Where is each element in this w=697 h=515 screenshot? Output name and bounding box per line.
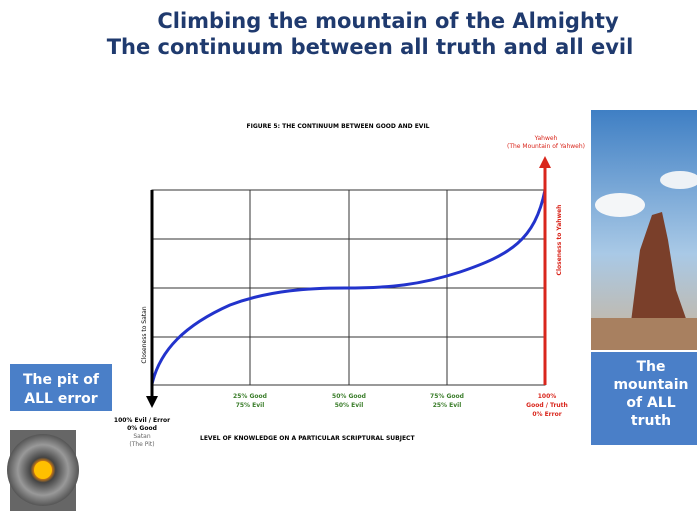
mountain-box-text: of ALL [626, 395, 675, 411]
top-label: Yahweh [534, 135, 558, 142]
right-end-label: 100% [538, 393, 557, 400]
figure-title: FIGURE 5: THE CONTINUUM BETWEEN GOOD AND… [247, 123, 430, 130]
x-axis-label: LEVEL OF KNOWLEDGE ON A PARTICULAR SCRIP… [200, 435, 415, 442]
step-label: 75% Good [430, 393, 464, 400]
pit-box-text: ALL error [24, 391, 97, 407]
left-end-label: 0% Good [127, 425, 157, 432]
left-axis-label: Closeness to Satan [141, 306, 148, 363]
pit-box-text: The pit of [23, 372, 100, 388]
left-end-label: 100% Evil / Error [114, 417, 170, 424]
top-label: (The Mountain of Yahweh) [507, 143, 585, 150]
slide: Climbing the mountain of the Almighty Th… [0, 0, 697, 511]
mountain-box-text: mountain [613, 377, 688, 393]
step-label: 50% Good [332, 393, 366, 400]
right-axis-label: Closeness to Yahweh [556, 205, 563, 276]
mountain-box-text: truth [631, 413, 671, 429]
pit-image [7, 430, 79, 511]
step-label: 75% Evil [236, 402, 265, 409]
title-line: The continuum between all truth and all … [107, 35, 634, 59]
step-label: 25% Evil [433, 402, 462, 409]
right-end-label: 0% Error [532, 411, 561, 418]
left-end-label: (The Pit) [129, 441, 154, 448]
satan-arrow [146, 190, 158, 408]
mountain-image [591, 110, 697, 350]
step-label: 50% Evil [335, 402, 364, 409]
title-line: Climbing the mountain of the Almighty [157, 9, 619, 33]
left-end-label: Satan [133, 433, 151, 440]
right-end-label: Good / Truth [526, 402, 568, 409]
step-label: 25% Good [233, 393, 267, 400]
mountain-box-text: The [636, 359, 665, 375]
